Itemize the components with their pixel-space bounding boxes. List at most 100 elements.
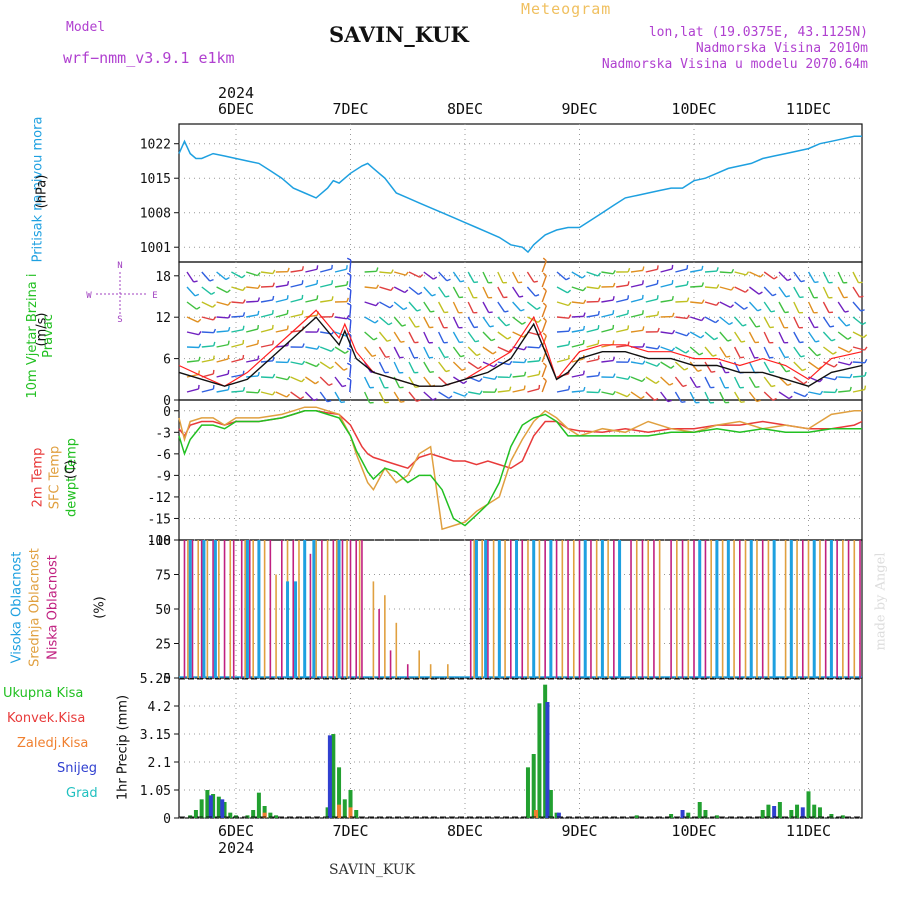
wind-barb-flag bbox=[803, 380, 808, 385]
wind-barb bbox=[601, 359, 614, 363]
wind-barb bbox=[186, 301, 198, 310]
wind-barb-flag bbox=[535, 294, 540, 297]
compass-s-label: S bbox=[117, 315, 122, 325]
wind-barb bbox=[675, 268, 688, 273]
wind-barb bbox=[512, 301, 522, 312]
precip-bar-Ukupna bbox=[686, 812, 691, 818]
wind-barb-flag bbox=[832, 351, 837, 355]
wind-barb bbox=[748, 376, 757, 388]
precip-bar-Snijeg bbox=[208, 795, 213, 818]
wind-barb-flag bbox=[316, 265, 319, 270]
wind-barb-flag bbox=[257, 310, 260, 315]
wind-barb bbox=[231, 286, 244, 292]
wind-barb bbox=[674, 361, 685, 371]
wind-barb bbox=[423, 316, 430, 328]
wind-barb bbox=[363, 376, 371, 389]
wind-barb-flag bbox=[225, 276, 230, 281]
wind-barb bbox=[748, 301, 759, 312]
wind-barb-flag bbox=[612, 356, 615, 361]
wind-barb-flag bbox=[568, 314, 572, 319]
wind-barb-flag bbox=[272, 356, 275, 361]
wind-barb bbox=[793, 331, 801, 343]
wind-barb bbox=[378, 346, 387, 358]
wind-barb bbox=[807, 286, 815, 299]
wind-barb bbox=[290, 361, 303, 366]
precip-bar-Ukupna bbox=[766, 804, 771, 818]
precip-bar-Ukupna bbox=[795, 804, 800, 818]
wind-barb bbox=[275, 391, 288, 398]
wind-barb bbox=[704, 346, 714, 357]
precip-bar-Ukupna bbox=[256, 792, 261, 818]
wind-barb bbox=[349, 304, 352, 318]
wind-barb bbox=[437, 331, 445, 344]
wind-barb bbox=[526, 271, 535, 283]
wind-barb bbox=[334, 284, 347, 288]
wind-barb bbox=[808, 391, 821, 396]
wind-barb bbox=[437, 316, 445, 329]
precip-bar-Ukupna bbox=[342, 799, 347, 818]
wind-barb bbox=[763, 271, 775, 280]
wind-barb-flag bbox=[834, 375, 838, 381]
wind-barb bbox=[586, 343, 599, 348]
wind-barb-flag bbox=[533, 280, 538, 283]
wind-barb bbox=[246, 286, 259, 290]
wind-barb-flag bbox=[523, 385, 526, 390]
wind-barb bbox=[852, 301, 862, 312]
wind-barb bbox=[452, 286, 460, 298]
lonlat-label: lon,lat (19.0375E, 43.1125N) bbox=[648, 25, 868, 40]
wind-barb bbox=[364, 301, 377, 307]
model-name: wrf−nmm_v3.9.1 e1km bbox=[63, 49, 235, 67]
wind-barb-flag bbox=[388, 322, 393, 326]
wind-barb bbox=[719, 376, 726, 389]
wind-barb-flag bbox=[301, 360, 306, 365]
wind-barb bbox=[408, 346, 415, 359]
wind-barb-flag bbox=[745, 271, 750, 276]
wind-barb-flag bbox=[460, 354, 465, 358]
wind-barb-flag bbox=[684, 367, 689, 371]
wind-barb bbox=[852, 316, 863, 326]
wind-barb-flag bbox=[431, 293, 436, 297]
wind-barb-flag bbox=[340, 401, 346, 404]
wind-barb-flag bbox=[493, 363, 498, 368]
wind-barb-flag bbox=[509, 373, 513, 378]
wind-barb bbox=[630, 283, 643, 288]
wind-barb-flag bbox=[612, 340, 615, 345]
wind-barb-flag bbox=[581, 274, 586, 279]
wind-barb bbox=[556, 388, 569, 393]
wind-barb bbox=[704, 316, 716, 324]
wind-barb-flag bbox=[346, 281, 349, 286]
wind-barb-flag bbox=[429, 371, 434, 374]
wind-barb bbox=[704, 376, 712, 389]
wind-barb bbox=[808, 331, 816, 343]
wind-barb bbox=[823, 376, 836, 381]
wind-barb bbox=[793, 301, 800, 314]
wind-barb bbox=[675, 316, 688, 320]
wind-barb-flag bbox=[686, 314, 690, 319]
wind-barb bbox=[408, 301, 418, 312]
wind-barb-flag bbox=[371, 354, 377, 358]
wind-barb bbox=[808, 346, 818, 357]
precip-bar-Ukupna bbox=[543, 684, 548, 818]
wind-barb-flag bbox=[538, 370, 541, 375]
wind-barb-flag bbox=[784, 311, 789, 314]
wind-barb-flag bbox=[523, 358, 527, 363]
wind-barb-flag bbox=[286, 393, 291, 398]
wind-barb-flag bbox=[701, 299, 705, 304]
wind-barb-flag bbox=[801, 368, 807, 372]
wind-barb bbox=[571, 343, 584, 348]
wind-barb bbox=[660, 283, 673, 288]
wind-barb bbox=[438, 376, 448, 386]
wind-barb-flag bbox=[612, 270, 616, 275]
wind-barb bbox=[541, 305, 547, 318]
wind-barb-flag bbox=[642, 266, 645, 271]
wind-barb-flag bbox=[815, 340, 820, 343]
wind-barb-flag bbox=[331, 280, 334, 285]
precip-bar-Ukupna bbox=[840, 815, 845, 818]
wind-barb-flag bbox=[210, 291, 216, 295]
wind-barb bbox=[186, 331, 199, 336]
wind-barb bbox=[852, 346, 865, 351]
wind-barb-flag bbox=[657, 345, 661, 350]
bottom-day-label: 11DEC bbox=[786, 822, 831, 840]
wind-barb bbox=[807, 316, 815, 328]
wind-barb bbox=[733, 391, 742, 403]
